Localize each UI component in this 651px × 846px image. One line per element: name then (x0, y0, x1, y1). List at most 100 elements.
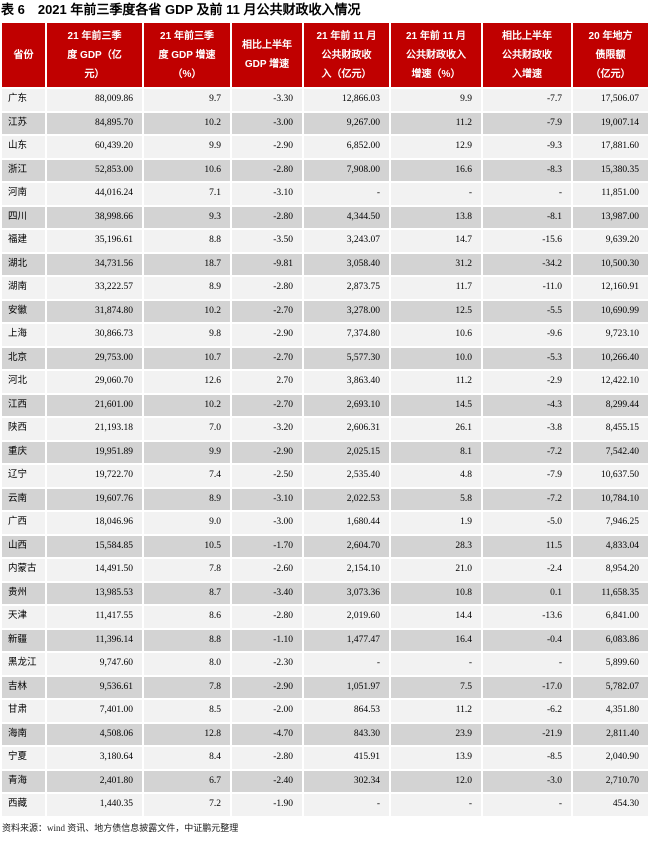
value-cell: 11.2 (391, 371, 481, 393)
value-cell: 38,998.66 (47, 206, 142, 228)
value-cell: 8.5 (144, 700, 230, 722)
gdp-fiscal-table: 省份 21 年前三季 度 GDP（亿 元） 21 年前三季 度 GDP 增速 （%）… (0, 21, 650, 818)
value-cell: 9,639.20 (573, 230, 648, 252)
province-cell: 四川 (2, 206, 45, 228)
table-header: 省份 21 年前三季 度 GDP（亿 元） 21 年前三季 度 GDP 增速 （%）… (2, 23, 648, 87)
table-row: 贵州 13,985.53 8.7 -3.40 3,073.36 10.8 0.1 11,658… (2, 582, 648, 604)
source-note: 资料来源：wind 资讯、地方债信息披露文件，中证鹏元整理 (2, 822, 239, 833)
value-cell: 19,607.76 (47, 488, 142, 510)
value-cell: -3.20 (232, 418, 302, 440)
value-cell: 13,985.53 (47, 582, 142, 604)
table-row: 重庆 19,951.89 9.9 -2.90 2,025.15 8.1 -7.2 7,542.… (2, 441, 648, 463)
value-cell: - (304, 183, 389, 205)
value-cell: -2.70 (232, 300, 302, 322)
value-cell: 454.30 (573, 794, 648, 816)
value-cell: 6,083.86 (573, 629, 648, 651)
province-cell: 贵州 (2, 582, 45, 604)
value-cell: 11.7 (391, 277, 481, 299)
table-row: 宁夏 3,180.64 8.4 -2.80 415.91 13.9 -8.5 2,040.90 (2, 747, 648, 769)
value-cell: -3.8 (483, 418, 571, 440)
value-cell: 10,500.30 (573, 253, 648, 275)
value-cell: -7.9 (483, 112, 571, 134)
value-cell: 12.0 (391, 770, 481, 792)
value-cell: -2.60 (232, 559, 302, 581)
value-cell: -2.70 (232, 347, 302, 369)
province-cell: 河北 (2, 371, 45, 393)
value-cell: 5,577.30 (304, 347, 389, 369)
province-cell: 福建 (2, 230, 45, 252)
value-cell: 15,584.85 (47, 535, 142, 557)
table-row: 山西 15,584.85 10.5 -1.70 2,604.70 28.3 11.5 4,83… (2, 535, 648, 557)
value-cell: -2.90 (232, 676, 302, 698)
value-cell: -21.9 (483, 723, 571, 745)
value-cell: 12.8 (144, 723, 230, 745)
value-cell: 8.1 (391, 441, 481, 463)
value-cell: 3,180.64 (47, 747, 142, 769)
province-cell: 西藏 (2, 794, 45, 816)
table-row: 内蒙古 14,491.50 7.8 -2.60 2,154.10 21.0 -2.4 8,95… (2, 559, 648, 581)
value-cell: 17,506.07 (573, 89, 648, 111)
value-cell: -2.50 (232, 465, 302, 487)
value-cell: 29,060.70 (47, 371, 142, 393)
value-cell: 23.9 (391, 723, 481, 745)
value-cell: 8.4 (144, 747, 230, 769)
province-cell: 山西 (2, 535, 45, 557)
value-cell: 16.6 (391, 159, 481, 181)
value-cell: 2,019.60 (304, 606, 389, 628)
value-cell: 7.2 (144, 794, 230, 816)
value-cell: -4.70 (232, 723, 302, 745)
value-cell: 7,401.00 (47, 700, 142, 722)
value-cell: 8.6 (144, 606, 230, 628)
province-cell: 广东 (2, 89, 45, 111)
column-header: 省份 (2, 23, 45, 87)
value-cell: 8,299.44 (573, 394, 648, 416)
value-cell: 5,782.07 (573, 676, 648, 698)
table-row: 福建 35,196.61 8.8 -3.50 3,243.07 14.7 -15.6 9,63… (2, 230, 648, 252)
column-header: 相比上半年 公共财政收 入增速 (483, 23, 571, 87)
table-row: 江苏 84,895.70 10.2 -3.00 9,267.00 11.2 -7.9 19,0… (2, 112, 648, 134)
value-cell: 14.7 (391, 230, 481, 252)
table-row: 上海 30,866.73 9.8 -2.90 7,374.80 10.6 -9.6 9,723… (2, 324, 648, 346)
value-cell: 7.8 (144, 676, 230, 698)
province-cell: 上海 (2, 324, 45, 346)
value-cell: 33,222.57 (47, 277, 142, 299)
value-cell: 9.9 (391, 89, 481, 111)
value-cell: -2.70 (232, 394, 302, 416)
value-cell: 2,040.90 (573, 747, 648, 769)
province-cell: 吉林 (2, 676, 45, 698)
table-row: 辽宁 19,722.70 7.4 -2.50 2,535.40 4.8 -7.9 10,637… (2, 465, 648, 487)
column-header: 21 年前三季 度 GDP（亿 元） (47, 23, 142, 87)
province-cell: 黑龙江 (2, 653, 45, 675)
value-cell: 415.91 (304, 747, 389, 769)
value-cell: 2,873.75 (304, 277, 389, 299)
province-cell: 江西 (2, 394, 45, 416)
province-cell: 北京 (2, 347, 45, 369)
province-cell: 重庆 (2, 441, 45, 463)
value-cell: 11,396.14 (47, 629, 142, 651)
value-cell: -6.2 (483, 700, 571, 722)
value-cell: 21,193.18 (47, 418, 142, 440)
value-cell: 6.7 (144, 770, 230, 792)
value-cell: 3,073.36 (304, 582, 389, 604)
value-cell: 14.5 (391, 394, 481, 416)
value-cell: 8.9 (144, 488, 230, 510)
value-cell: - (483, 183, 571, 205)
value-cell: -2.80 (232, 747, 302, 769)
value-cell: 18,046.96 (47, 512, 142, 534)
column-header: 21 年前 11 月 公共财政收 入（亿元） (304, 23, 389, 87)
table-row: 浙江 52,853.00 10.6 -2.80 7,908.00 16.6 -8.3 15,3… (2, 159, 648, 181)
value-cell: -8.3 (483, 159, 571, 181)
value-cell: 11.2 (391, 700, 481, 722)
table-row: 青海 2,401.80 6.7 -2.40 302.34 12.0 -3.0 2,710.70 (2, 770, 648, 792)
value-cell: -2.80 (232, 277, 302, 299)
value-cell: -0.4 (483, 629, 571, 651)
value-cell: - (391, 794, 481, 816)
value-cell: 11.2 (391, 112, 481, 134)
value-cell: 13.8 (391, 206, 481, 228)
value-cell: 10,690.99 (573, 300, 648, 322)
value-cell: -3.30 (232, 89, 302, 111)
value-cell: 19,722.70 (47, 465, 142, 487)
value-cell: -2.40 (232, 770, 302, 792)
value-cell: -3.00 (232, 512, 302, 534)
value-cell: 7.5 (391, 676, 481, 698)
